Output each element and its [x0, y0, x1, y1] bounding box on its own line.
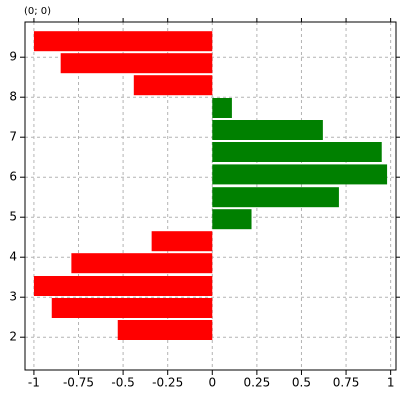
y-tick-label: 9: [9, 50, 17, 64]
x-tick-label: 0.25: [244, 376, 271, 390]
y-tick-label: 6: [9, 170, 17, 184]
y-tick-label: 5: [9, 210, 17, 224]
x-tick-label: 0.75: [333, 376, 360, 390]
bar: [51, 298, 213, 318]
bar: [60, 53, 213, 74]
x-tick-label: 0.5: [292, 376, 311, 390]
x-tick-label: -0.25: [152, 376, 183, 390]
bar: [71, 253, 213, 274]
y-tick-label: 4: [9, 250, 17, 264]
y-tick-label: 3: [9, 290, 17, 304]
y-tick-label: 7: [9, 130, 17, 144]
bar: [133, 75, 213, 96]
x-tick-label: -1: [28, 376, 40, 390]
plot-frame: [24, 21, 397, 371]
bar: [212, 164, 388, 185]
chart-title: (0; 0): [24, 6, 51, 17]
bar: [117, 320, 213, 340]
bar: [212, 120, 323, 140]
bar: [212, 142, 382, 162]
bar: [212, 209, 252, 230]
y-tick-label: 8: [9, 90, 17, 104]
x-tick-label: -0.75: [63, 376, 94, 390]
bar: [33, 31, 213, 52]
x-tick-label: -0.5: [111, 376, 134, 390]
bar: [212, 98, 232, 118]
bar: [151, 231, 213, 252]
bar: [33, 276, 213, 296]
x-tick-label: 0: [208, 376, 216, 390]
x-tick-label: 1: [387, 376, 395, 390]
y-tick-label: 2: [9, 330, 17, 344]
bar: [212, 187, 339, 208]
